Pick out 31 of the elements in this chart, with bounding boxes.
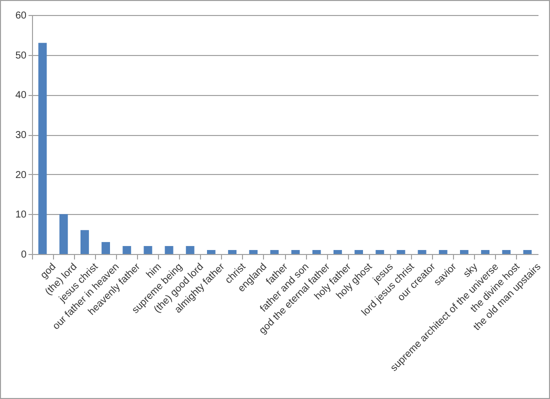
bar	[102, 242, 110, 254]
y-tick-label: 0	[20, 250, 27, 260]
bar	[122, 246, 132, 254]
bar	[228, 250, 237, 254]
bar	[186, 246, 194, 254]
bar	[333, 250, 342, 254]
bar	[460, 250, 468, 254]
bar	[144, 246, 152, 254]
bar	[523, 250, 532, 254]
y-tick-label: 50	[15, 50, 27, 62]
y-tick-label: 20	[15, 170, 27, 181]
y-tick-label: 30	[15, 130, 27, 141]
bar	[354, 250, 364, 254]
bar	[206, 250, 216, 254]
bar	[38, 42, 47, 254]
bar	[270, 250, 279, 254]
bar	[481, 250, 490, 254]
y-tick-label: 40	[15, 90, 27, 102]
bar	[438, 250, 448, 254]
y-tick-label: 10	[15, 210, 27, 221]
bar	[418, 250, 426, 254]
bar	[312, 250, 321, 254]
bar	[80, 230, 89, 254]
bar	[249, 250, 258, 254]
bar	[291, 250, 300, 254]
bar	[396, 250, 406, 254]
bar	[502, 250, 511, 254]
y-tick-label: 60	[15, 10, 27, 22]
bar	[376, 250, 384, 254]
bar	[164, 246, 174, 254]
bar	[59, 214, 68, 254]
